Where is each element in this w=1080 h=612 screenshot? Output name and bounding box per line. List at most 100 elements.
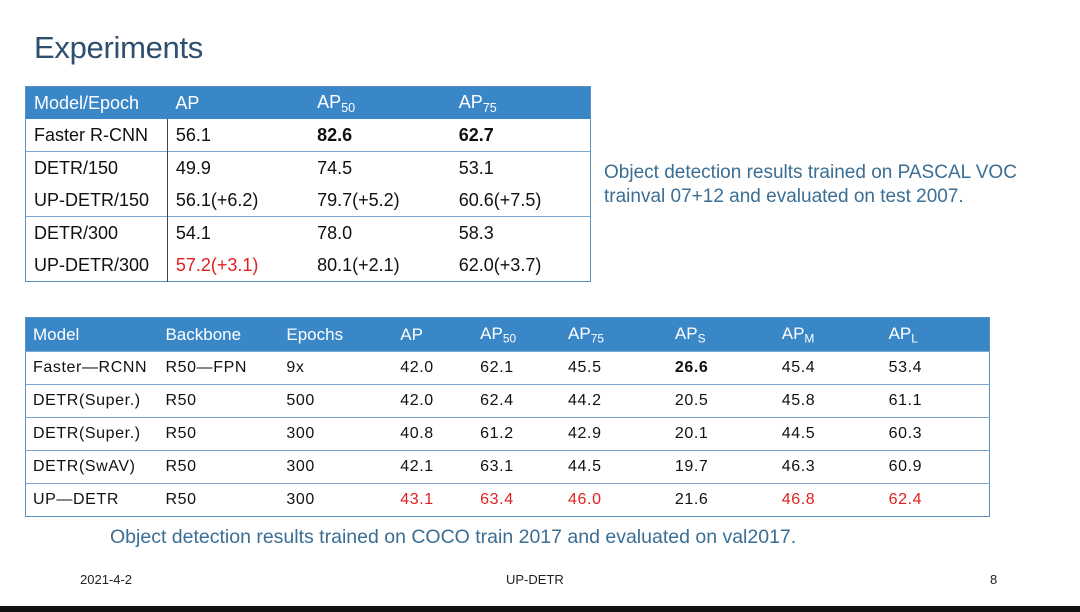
voc-table-row: UP-DETR/300 57.2(+3.1) 80.1(+2.1) 62.0(+3.7…	[25, 249, 591, 282]
coco-header-label: AP	[888, 323, 912, 343]
voc-table-cell: 53.1	[450, 151, 591, 184]
voc-table-row: DETR/150 49.9 74.5 53.1	[25, 151, 591, 184]
voc-header-label: Model/Epoch	[34, 92, 140, 113]
voc-header-cell: AP	[167, 86, 310, 119]
coco-header-label: AP	[781, 323, 805, 343]
voc-table-cell: 60.6(+7.5)	[458, 189, 542, 210]
voc-header-subscript: 75	[482, 100, 497, 115]
coco-table-cell: R50	[158, 417, 280, 451]
coco-table-cell: 300	[279, 483, 394, 517]
coco-caption: Object detection results trained on COCO…	[110, 526, 797, 548]
voc-table-cell: DETR/150	[25, 151, 168, 184]
voc-table-cell: 56.1	[175, 124, 211, 145]
voc-header-subscript: 50	[341, 100, 356, 115]
coco-header-cell: Model	[25, 317, 159, 352]
coco-header-cell: Epochs	[279, 317, 394, 352]
voc-table-cell: 79.7(+5.2)	[317, 189, 400, 210]
coco-table-cell: R50	[158, 483, 280, 517]
voc-table-cell: 62.0(+3.7)	[458, 254, 542, 275]
coco-table-cell: 19.7	[667, 450, 775, 484]
coco-header-subscript: S	[697, 331, 706, 346]
coco-table-cell: 46.3	[774, 450, 882, 484]
voc-table-header: Model/Epoch AP AP50 AP75	[25, 86, 591, 119]
page-number: 8	[990, 572, 998, 587]
slide-title: Experiments	[34, 30, 203, 65]
coco-table-row: UP—DETR R50 300 43.1 63.4 46.0 21.6 46.8 62.4	[25, 483, 990, 517]
coco-header-cell: APL	[881, 317, 990, 352]
coco-header-subscript: 50	[502, 331, 517, 346]
coco-header-cell: AP50	[473, 317, 562, 352]
voc-table-cell: 49.9	[167, 151, 310, 184]
coco-table-cell: 43.1	[393, 483, 474, 517]
voc-table-cell: UP-DETR/150	[25, 184, 168, 217]
bottom-border	[0, 606, 1080, 612]
voc-header-cell: AP75	[450, 86, 591, 119]
coco-table-row: Faster—RCNN R50—FPN 9x 42.0 62.1 45.5 26.6 45.4…	[25, 351, 990, 385]
coco-table-cell: 53.4	[881, 351, 990, 385]
coco-table-row: DETR(SwAV) R50 300 42.1 63.1 44.5 19.7 46.3 60.9	[25, 450, 990, 484]
coco-table-cell: 300	[279, 417, 394, 451]
voc-header-label: AP	[317, 91, 342, 112]
coco-table-row: DETR(Super.) R50 300 40.8 61.2 42.9 20.1 44.5 60…	[25, 417, 990, 451]
coco-header-label: Backbone	[165, 324, 242, 344]
voc-table-row: UP-DETR/150 56.1(+6.2) 79.7(+5.2) 60.6(+7.5…	[25, 184, 591, 217]
coco-table-cell: 60.3	[881, 417, 990, 451]
voc-header-cell: AP50	[309, 86, 451, 119]
coco-table-cell: 62.4	[881, 483, 990, 517]
coco-table-cell: 45.4	[774, 351, 882, 385]
coco-table-cell: 500	[279, 384, 394, 418]
coco-header-cell: AP	[393, 317, 474, 352]
coco-table-cell: 46.0	[561, 483, 668, 517]
voc-table-cell: DETR/300	[25, 216, 168, 249]
coco-table-cell: 40.8	[393, 417, 474, 451]
coco-table-cell: R50—FPN	[158, 351, 280, 385]
coco-header-label: AP	[568, 323, 591, 343]
coco-table-cell: 60.9	[881, 450, 990, 484]
coco-results-table: Model Backbone Epochs AP AP50 AP75 APS APM APL F…	[25, 317, 990, 517]
voc-table-row: DETR/300 54.1 78.0 58.3	[25, 216, 591, 249]
coco-header-label: AP	[674, 323, 698, 343]
voc-table-cell: 78.0	[309, 216, 451, 249]
coco-header-label: AP	[400, 324, 423, 344]
voc-caption: Object detection results trained on PASC…	[604, 162, 1017, 207]
voc-table-cell: 58.3	[450, 216, 591, 249]
coco-table-cell: 42.1	[393, 450, 474, 484]
coco-table-cell: DETR(SwAV)	[25, 450, 159, 484]
coco-table-cell: 44.2	[561, 384, 668, 418]
coco-table-cell: DETR(Super.)	[25, 384, 159, 418]
coco-table-cell: R50	[158, 450, 280, 484]
coco-header-label: Model	[33, 324, 80, 344]
coco-table-cell: 300	[279, 450, 394, 484]
voc-table-cell: 62.7	[458, 124, 494, 145]
voc-results-table: Model/Epoch AP AP50 AP75 Faster R-CNN 56.1 82…	[25, 86, 591, 282]
coco-header-cell: AP75	[561, 317, 668, 352]
coco-header-cell: Backbone	[158, 317, 280, 352]
coco-header-subscript: M	[804, 331, 815, 346]
coco-table-cell: 26.6	[667, 351, 775, 385]
coco-table-cell: 63.4	[473, 483, 562, 517]
coco-table-cell: 61.2	[473, 417, 562, 451]
voc-table-row: Faster R-CNN 56.1 82.6 62.7	[25, 119, 591, 152]
voc-table-cell: 57.2(+3.1)	[175, 254, 259, 275]
footer-title: UP-DETR	[506, 572, 564, 587]
coco-table-cell: 46.8	[774, 483, 882, 517]
coco-table-cell: 42.9	[561, 417, 668, 451]
voc-table-cell: 74.5	[309, 151, 451, 184]
coco-table-cell: 20.5	[667, 384, 775, 418]
coco-table-cell: 20.1	[667, 417, 775, 451]
coco-table-cell: 21.6	[667, 483, 775, 517]
voc-table-cell: 56.1(+6.2)	[175, 189, 259, 210]
coco-table-cell: 45.8	[774, 384, 882, 418]
coco-table-cell: 45.5	[561, 351, 668, 385]
coco-header-label: Epochs	[286, 324, 344, 344]
coco-table-cell: 62.4	[473, 384, 562, 418]
coco-table-cell: Faster—RCNN	[25, 351, 159, 385]
coco-table-cell: R50	[158, 384, 280, 418]
coco-table-cell: 9x	[279, 351, 394, 385]
coco-table-cell: 62.1	[473, 351, 562, 385]
voc-table-cell: Faster R-CNN	[25, 119, 168, 152]
voc-table-cell: 82.6	[317, 124, 353, 145]
voc-table-cell: 54.1	[167, 216, 310, 249]
coco-table-cell: 44.5	[774, 417, 882, 451]
coco-header-cell: APM	[774, 317, 882, 352]
